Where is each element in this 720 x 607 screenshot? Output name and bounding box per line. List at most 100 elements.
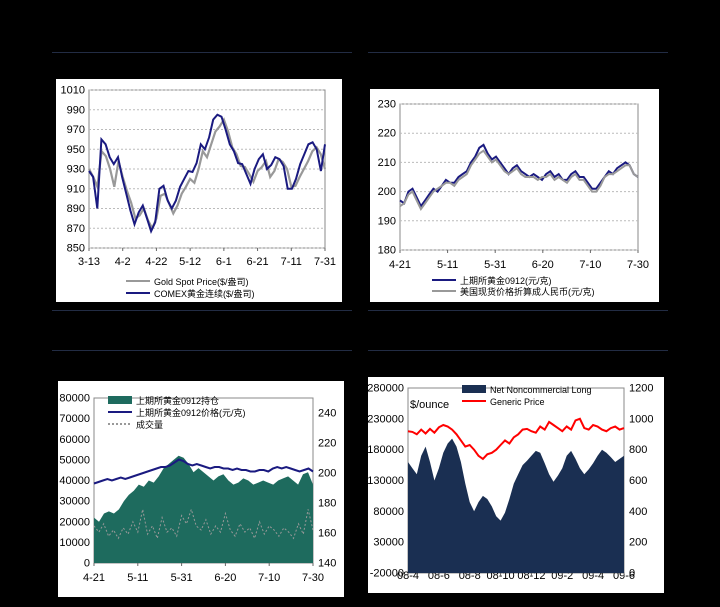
legend-label: 上期所黄金0912持仓 bbox=[136, 395, 219, 406]
x-tick-label: 4-2 bbox=[115, 256, 131, 268]
y-tick-label: -20000 bbox=[370, 568, 404, 580]
series-line-2 bbox=[93, 507, 314, 540]
x-tick-label: 6-20 bbox=[532, 259, 554, 271]
legend-label: 美国现货价格折算成人民币(元/克) bbox=[460, 286, 595, 297]
y-tick-label: 910 bbox=[67, 183, 85, 195]
x-tick-label: 4-21 bbox=[83, 572, 105, 584]
legend-swatch bbox=[462, 385, 486, 393]
series-line-1 bbox=[407, 417, 625, 461]
y2-tick-label: 180 bbox=[318, 498, 336, 510]
y-tick-label: 990 bbox=[67, 104, 85, 116]
x-tick-label: 6-21 bbox=[247, 256, 269, 268]
x-tick-label: 4-22 bbox=[145, 256, 167, 268]
y2-tick-label: 220 bbox=[318, 438, 336, 450]
chart-net-noncommercial-long: -20000 30000 80000 130000 180000 230000 280000… bbox=[368, 377, 664, 593]
x-tick-label: 5-31 bbox=[171, 572, 193, 584]
x-tick-label: 7-10 bbox=[579, 259, 601, 271]
y2-tick-label: 400 bbox=[629, 506, 647, 518]
series-line-1 bbox=[93, 458, 314, 485]
y-tick-label: 70000 bbox=[59, 413, 90, 425]
y-tick-label: 850 bbox=[67, 243, 85, 255]
y-tick-label: 130000 bbox=[368, 475, 404, 487]
header-rule bbox=[368, 350, 668, 351]
series-line-0 bbox=[88, 117, 327, 231]
y-tick-label: 30000 bbox=[373, 537, 404, 549]
header-rule bbox=[368, 310, 668, 311]
plot-area bbox=[399, 103, 639, 251]
y-tick-label: 80000 bbox=[59, 393, 90, 405]
x-tick-label: 5-11 bbox=[437, 259, 458, 271]
y-tick-label: 890 bbox=[67, 203, 85, 215]
x-tick-label: 7-10 bbox=[258, 572, 280, 584]
y-tick-label: 40000 bbox=[59, 475, 90, 487]
x-tick-label: 7-30 bbox=[302, 572, 324, 584]
series-line-1 bbox=[88, 113, 326, 234]
legend-label: Net Noncommercial Long bbox=[490, 385, 592, 395]
y2-tick-label: 240 bbox=[318, 408, 336, 420]
y-tick-label: 180000 bbox=[368, 444, 404, 456]
y2-tick-label: 600 bbox=[629, 475, 647, 487]
y2-tick-label: 200 bbox=[629, 537, 647, 549]
series-line-0 bbox=[399, 143, 639, 209]
legend-label: 上期所黄金0912(元/克) bbox=[460, 275, 552, 286]
legend-label: 成交量 bbox=[136, 419, 163, 430]
chart-shfe-vs-spot-rmb: 180 190 200 210 220 230 4-21 5-11 5-31 6-20 7-10 7-… bbox=[370, 89, 659, 302]
series-line-1 bbox=[399, 149, 639, 212]
x-tick-label: 6-20 bbox=[214, 572, 236, 584]
chart-net-noncommercial-long-svg: -20000 30000 80000 130000 180000 230000 280000… bbox=[368, 383, 653, 583]
y-tick-label: 190 bbox=[378, 215, 396, 227]
legend-label: 上期所黄金0912价格(元/克) bbox=[136, 407, 246, 418]
x-tick-label: 7-11 bbox=[281, 256, 302, 268]
y-tick-label: 20000 bbox=[59, 516, 90, 528]
chart-shfe-open-interest-svg: 0 10000 20000 30000 40000 50000 60000 70000 8000… bbox=[59, 393, 336, 585]
series-area-0 bbox=[94, 455, 313, 563]
legend-swatch bbox=[108, 396, 132, 404]
chart-gold-spot-comex-svg: 850 870 890 910 930 950 970 990 1010 3-13 4-2 4-22 5… bbox=[61, 85, 337, 300]
y-tick-label: 50000 bbox=[59, 454, 90, 466]
legend-label: COMEX黄金连续($/盎司) bbox=[154, 288, 255, 299]
y-tick-label: 870 bbox=[67, 223, 85, 235]
x-tick-label: 5-12 bbox=[179, 256, 201, 268]
y-tick-label: 30000 bbox=[59, 496, 90, 508]
y-tick-label: 970 bbox=[67, 124, 85, 136]
x-tick-label: 4-21 bbox=[389, 259, 411, 271]
y2-tick-label: 200 bbox=[318, 468, 336, 480]
y-tick-label: 1010 bbox=[61, 85, 85, 97]
y-tick-label: 200 bbox=[378, 186, 396, 198]
y-tick-label: 220 bbox=[378, 128, 396, 140]
chart-gold-spot-comex: 850 870 890 910 930 950 970 990 1010 3-13 4-2 4-22 5… bbox=[56, 79, 342, 302]
x-tick-label: 5-31 bbox=[484, 259, 506, 271]
y-tick-label: 230000 bbox=[368, 413, 404, 425]
legend-label: Gold Spot Price($/盎司) bbox=[154, 276, 249, 287]
x-tick-label: 7-30 bbox=[627, 259, 649, 271]
y-axis-label: $/ounce bbox=[410, 399, 449, 411]
y-tick-label: 950 bbox=[67, 144, 85, 156]
y-tick-label: 230 bbox=[378, 99, 396, 111]
y2-tick-label: 140 bbox=[318, 558, 336, 570]
header-rule bbox=[52, 52, 352, 53]
y2-tick-label: 1200 bbox=[629, 383, 653, 395]
y2-tick-label: 0 bbox=[629, 568, 635, 580]
y-tick-label: 930 bbox=[67, 164, 85, 176]
y-tick-label: 80000 bbox=[373, 506, 404, 518]
x-tick-label: 6-1 bbox=[216, 256, 232, 268]
y-tick-label: 0 bbox=[84, 558, 90, 570]
y2-tick-label: 160 bbox=[318, 528, 336, 540]
x-tick-label: 7-31 bbox=[314, 256, 336, 268]
chart-shfe-vs-spot-rmb-svg: 180 190 200 210 220 230 4-21 5-11 5-31 6-20 7-10 7-… bbox=[378, 99, 649, 298]
y-tick-label: 280000 bbox=[368, 383, 404, 395]
chart-shfe-open-interest: 0 10000 20000 30000 40000 50000 60000 70000 8000… bbox=[58, 381, 344, 597]
x-tick-label: 5-11 bbox=[127, 572, 148, 584]
series-area-0 bbox=[408, 438, 624, 573]
x-tick-label: 3-13 bbox=[78, 256, 100, 268]
y-tick-label: 180 bbox=[378, 245, 396, 257]
legend-label: Generic Price bbox=[490, 397, 545, 407]
header-rule bbox=[368, 52, 668, 53]
header-rule bbox=[52, 350, 352, 351]
y2-tick-label: 1000 bbox=[629, 413, 653, 425]
y-tick-label: 60000 bbox=[59, 434, 90, 446]
header-rule bbox=[52, 310, 352, 311]
y-tick-label: 210 bbox=[378, 157, 396, 169]
y2-tick-label: 800 bbox=[629, 444, 647, 456]
y-tick-label: 10000 bbox=[59, 537, 90, 549]
